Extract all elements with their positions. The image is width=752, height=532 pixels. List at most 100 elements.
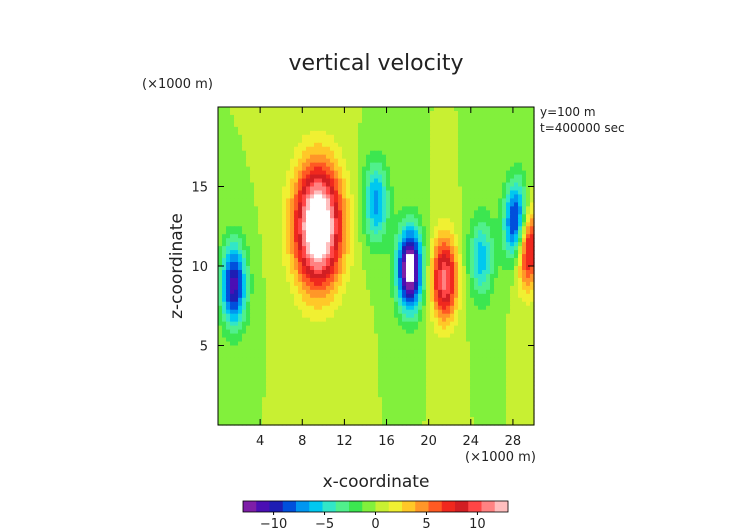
heatmap-cell bbox=[530, 114, 535, 120]
heatmap-cell bbox=[438, 190, 443, 196]
heatmap-cell bbox=[426, 222, 431, 227]
heatmap-cell bbox=[286, 238, 291, 243]
heatmap-cell bbox=[242, 329, 247, 335]
heatmap-cell bbox=[246, 289, 251, 295]
heatmap-cell bbox=[274, 118, 279, 124]
heatmap-cell bbox=[246, 266, 251, 271]
heatmap-cell bbox=[346, 305, 351, 311]
heatmap-cell bbox=[318, 254, 323, 259]
heatmap-cell bbox=[526, 234, 531, 239]
heatmap-cell bbox=[526, 250, 531, 255]
heatmap-cell bbox=[294, 194, 299, 200]
heatmap-cell bbox=[266, 289, 271, 295]
heatmap-cell bbox=[518, 333, 523, 339]
heatmap-cell bbox=[410, 281, 415, 287]
heatmap-cell bbox=[422, 122, 427, 128]
heatmap-cell bbox=[282, 317, 287, 323]
heatmap-cell bbox=[474, 194, 479, 200]
heatmap-cell bbox=[286, 313, 291, 319]
heatmap-cell bbox=[526, 345, 531, 351]
heatmap-cell bbox=[230, 178, 235, 184]
heatmap-cell bbox=[470, 170, 475, 176]
heatmap-cell bbox=[258, 269, 263, 275]
heatmap-cell bbox=[250, 309, 255, 315]
heatmap-cell bbox=[438, 146, 443, 152]
heatmap-cell bbox=[470, 142, 475, 148]
heatmap-cell bbox=[386, 186, 391, 192]
heatmap-cell bbox=[426, 321, 431, 327]
heatmap-cell bbox=[270, 182, 275, 188]
heatmap-cell bbox=[482, 246, 487, 251]
heatmap-cell bbox=[322, 107, 327, 112]
heatmap-cell bbox=[246, 134, 251, 140]
heatmap-cell bbox=[518, 166, 523, 172]
heatmap-cell bbox=[394, 281, 399, 287]
heatmap-cell bbox=[310, 166, 315, 172]
heatmap-cell bbox=[398, 293, 403, 299]
heatmap-cell bbox=[278, 313, 283, 319]
heatmap-cell bbox=[258, 325, 263, 331]
heatmap-cell bbox=[502, 122, 507, 128]
heatmap-cell bbox=[270, 246, 275, 251]
heatmap-cell bbox=[290, 118, 295, 124]
heatmap-cell bbox=[270, 345, 275, 351]
heatmap-cell bbox=[466, 194, 471, 200]
heatmap-cell bbox=[290, 142, 295, 148]
heatmap-cell bbox=[390, 178, 395, 184]
heatmap-cell bbox=[346, 337, 351, 343]
heatmap-cell bbox=[394, 262, 399, 267]
heatmap-cell bbox=[258, 214, 263, 219]
heatmap-cell bbox=[466, 250, 471, 255]
heatmap-cell bbox=[418, 285, 423, 291]
heatmap-cell bbox=[458, 341, 463, 347]
annotation-y: y=100 m bbox=[540, 105, 596, 119]
heatmap-cell bbox=[274, 269, 279, 275]
heatmap-cell bbox=[262, 174, 267, 180]
heatmap-cell bbox=[350, 218, 355, 223]
heatmap-cell bbox=[458, 250, 463, 255]
heatmap-cell bbox=[486, 186, 491, 192]
heatmap-cell bbox=[482, 186, 487, 192]
heatmap-cell bbox=[514, 198, 519, 204]
heatmap-cell bbox=[462, 297, 467, 303]
heatmap-cell bbox=[430, 281, 435, 287]
heatmap-cell bbox=[322, 146, 327, 152]
heatmap-cell bbox=[330, 126, 335, 132]
heatmap-cell bbox=[322, 230, 327, 235]
heatmap-cell bbox=[422, 250, 427, 255]
heatmap-cell bbox=[438, 242, 443, 247]
heatmap-cell bbox=[262, 305, 267, 311]
heatmap-cell bbox=[414, 170, 419, 176]
heatmap-cell bbox=[354, 349, 359, 355]
heatmap-cell bbox=[466, 262, 471, 267]
heatmap-cell bbox=[390, 313, 395, 319]
heatmap-cell bbox=[266, 238, 271, 243]
heatmap-cell bbox=[446, 190, 451, 196]
heatmap-cell bbox=[402, 313, 407, 319]
heatmap-cell bbox=[298, 301, 303, 307]
heatmap-cell bbox=[502, 138, 507, 144]
heatmap-cell bbox=[506, 210, 511, 215]
heatmap-cell bbox=[514, 130, 519, 136]
heatmap-cell bbox=[514, 325, 519, 331]
heatmap-cell bbox=[362, 337, 367, 343]
heatmap-cell bbox=[262, 142, 267, 148]
heatmap-cell bbox=[474, 122, 479, 128]
heatmap-cell bbox=[378, 269, 383, 275]
heatmap-cell bbox=[226, 285, 231, 291]
heatmap-cell bbox=[314, 198, 319, 204]
heatmap-cell bbox=[442, 301, 447, 307]
heatmap-cell bbox=[346, 162, 351, 168]
heatmap-cell bbox=[498, 154, 503, 160]
heatmap-cell bbox=[294, 170, 299, 176]
heatmap-cell bbox=[466, 246, 471, 251]
heatmap-cell bbox=[322, 162, 327, 168]
heatmap-cell bbox=[218, 293, 223, 299]
heatmap-cell bbox=[450, 178, 455, 184]
heatmap-cell bbox=[322, 337, 327, 343]
heatmap-cell bbox=[310, 230, 315, 235]
heatmap-cell bbox=[354, 107, 359, 112]
heatmap-cell bbox=[302, 337, 307, 343]
heatmap-cell bbox=[274, 246, 279, 251]
heatmap-cell bbox=[406, 262, 411, 267]
